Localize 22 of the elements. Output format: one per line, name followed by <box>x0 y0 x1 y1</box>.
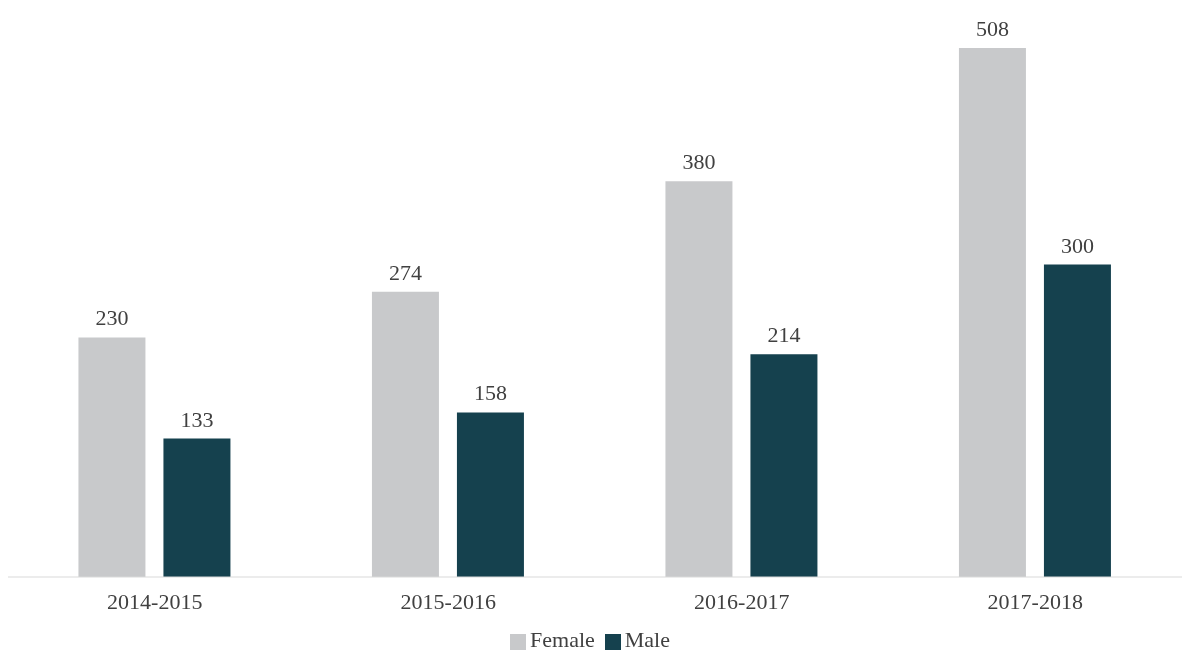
bar <box>163 438 231 577</box>
data-label: 274 <box>388 259 422 285</box>
data-label: 158 <box>473 380 507 406</box>
data-label: 380 <box>682 149 716 175</box>
legend-label: Female <box>530 627 595 652</box>
bar <box>78 337 146 577</box>
data-label: 214 <box>767 322 801 348</box>
x-tick-label: 2014-2015 <box>107 588 203 614</box>
x-tick-label: 2017-2018 <box>987 588 1083 614</box>
bar <box>1043 264 1111 577</box>
x-tick-label: 2015-2016 <box>400 588 496 614</box>
bar <box>958 48 1026 577</box>
bar <box>456 412 524 577</box>
data-label: 230 <box>95 305 129 331</box>
bar <box>665 181 733 577</box>
x-tick-label: 2016-2017 <box>694 588 790 614</box>
data-label: 300 <box>1060 232 1094 258</box>
bar <box>750 354 818 577</box>
legend-label: Male <box>624 627 670 652</box>
data-label: 133 <box>180 406 214 432</box>
bar <box>371 291 439 577</box>
data-label: 508 <box>975 16 1009 41</box>
